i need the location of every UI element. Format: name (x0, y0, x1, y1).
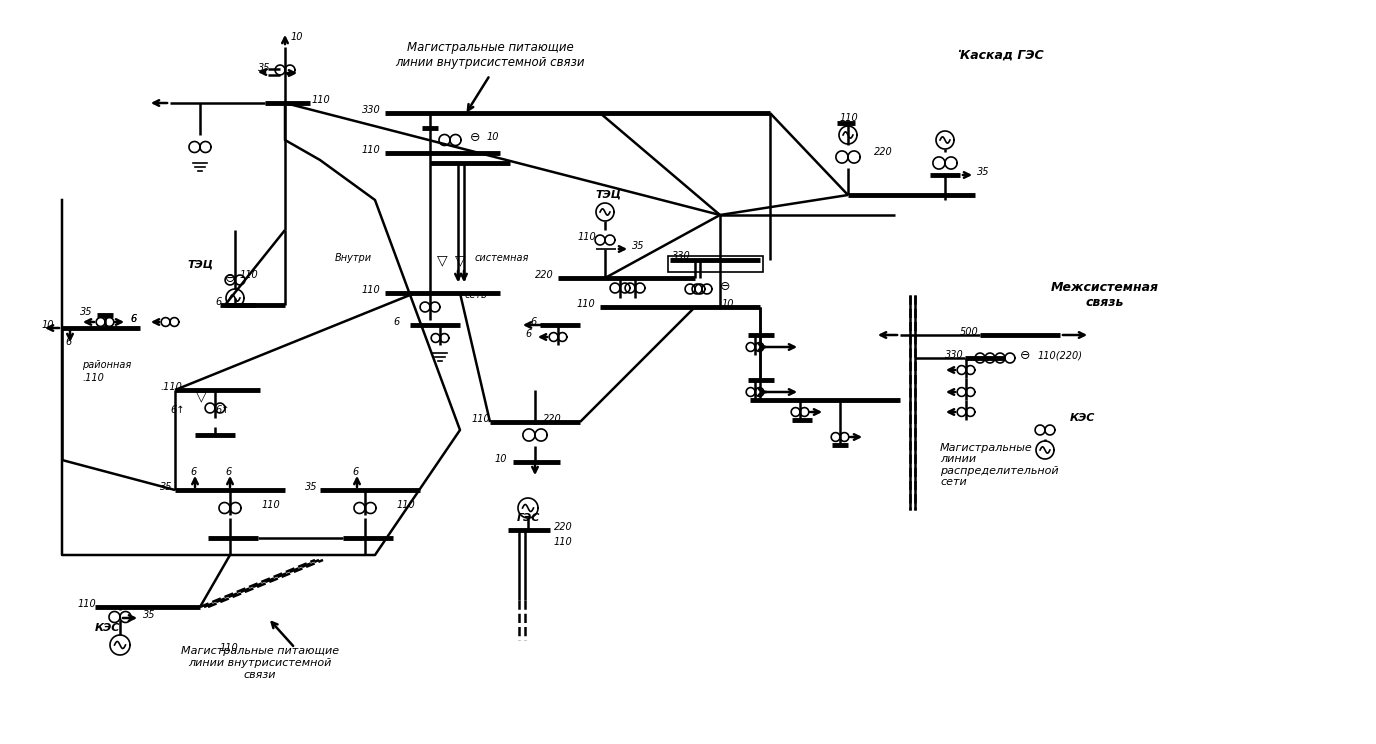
Text: 500: 500 (960, 327, 978, 337)
Text: 110: 110 (577, 299, 596, 309)
Text: 110: 110 (78, 599, 96, 609)
Text: 330: 330 (362, 105, 381, 115)
Text: 110: 110 (239, 270, 259, 280)
Text: 35: 35 (632, 241, 644, 251)
Text: 330: 330 (945, 350, 963, 360)
Text: ⊖: ⊖ (720, 280, 731, 292)
Bar (667, 256, 764, 272)
Text: 220: 220 (544, 414, 561, 424)
Text: 220: 220 (535, 270, 553, 280)
Text: 6: 6 (129, 314, 136, 324)
Text: ГЭС: ГЭС (516, 513, 539, 523)
Text: 10: 10 (290, 32, 304, 42)
Text: 35: 35 (143, 610, 155, 620)
Text: 35: 35 (305, 482, 318, 492)
Text: сеть: сеть (465, 290, 487, 300)
Text: ▽: ▽ (455, 253, 465, 267)
Text: 110: 110 (362, 285, 381, 295)
Text: .110: .110 (160, 382, 182, 392)
Text: ▽: ▽ (195, 389, 206, 403)
Text: 110: 110 (362, 145, 381, 155)
Text: 110: 110 (261, 500, 281, 510)
Text: 6: 6 (352, 467, 358, 477)
Text: 110: 110 (555, 537, 572, 547)
Text: 110(220): 110(220) (1038, 350, 1083, 360)
Text: 6: 6 (226, 467, 231, 477)
Text: 6↑: 6↑ (171, 405, 184, 415)
Text: 35: 35 (160, 482, 172, 492)
Text: Магистральные
линии
распределительной
сети: Магистральные линии распределительной се… (940, 443, 1058, 487)
Text: КЭС: КЭС (1071, 413, 1095, 423)
Text: ТЭЦ: ТЭЦ (187, 260, 213, 270)
Text: ТЭЦ: ТЭЦ (594, 190, 621, 200)
Text: ·: · (956, 43, 962, 61)
Text: Магистральные питающие
линии внутрисистемной
связи: Магистральные питающие линии внутрисисте… (180, 647, 338, 679)
Text: ⊖: ⊖ (1020, 348, 1031, 362)
Text: 6: 6 (190, 467, 197, 477)
Text: 10: 10 (43, 320, 55, 330)
Text: районная: районная (83, 360, 131, 370)
Text: 6: 6 (129, 314, 136, 324)
Text: .110: .110 (83, 373, 103, 383)
Text: ▽: ▽ (438, 253, 447, 267)
Text: Магистральные питающие
линии внутрисистемной связи: Магистральные питающие линии внутрисисте… (395, 41, 585, 69)
Text: 110: 110 (578, 232, 597, 242)
Text: 6↑: 6↑ (215, 405, 230, 415)
Text: 330: 330 (671, 251, 691, 261)
Text: 10: 10 (495, 454, 508, 464)
Text: КЭС: КЭС (95, 623, 120, 633)
Text: 110: 110 (839, 113, 859, 123)
Text: 110: 110 (220, 643, 239, 653)
Text: 6: 6 (530, 317, 537, 327)
Text: 10: 10 (722, 299, 735, 309)
Text: 6: 6 (65, 337, 72, 347)
Text: Каскад ГЭС: Каскад ГЭС (960, 48, 1043, 62)
Text: 6: 6 (526, 329, 531, 339)
Text: ⊖: ⊖ (471, 130, 480, 144)
Text: 220: 220 (874, 147, 893, 157)
Text: 35: 35 (259, 63, 271, 73)
Text: 6: 6 (215, 297, 222, 307)
Text: 110: 110 (312, 95, 330, 105)
Text: Внутри: Внутри (334, 253, 372, 263)
Text: 220: 220 (555, 522, 572, 532)
Text: 6: 6 (394, 317, 399, 327)
Text: 110: 110 (398, 500, 416, 510)
Text: 110: 110 (472, 414, 491, 424)
Text: системная: системная (475, 253, 530, 263)
Text: 35: 35 (977, 167, 989, 177)
Text: 10: 10 (487, 132, 499, 142)
Text: Межсистемная
связь: Межсистемная связь (1051, 281, 1159, 309)
Text: ⊖: ⊖ (226, 272, 235, 284)
Text: 35: 35 (80, 307, 92, 317)
